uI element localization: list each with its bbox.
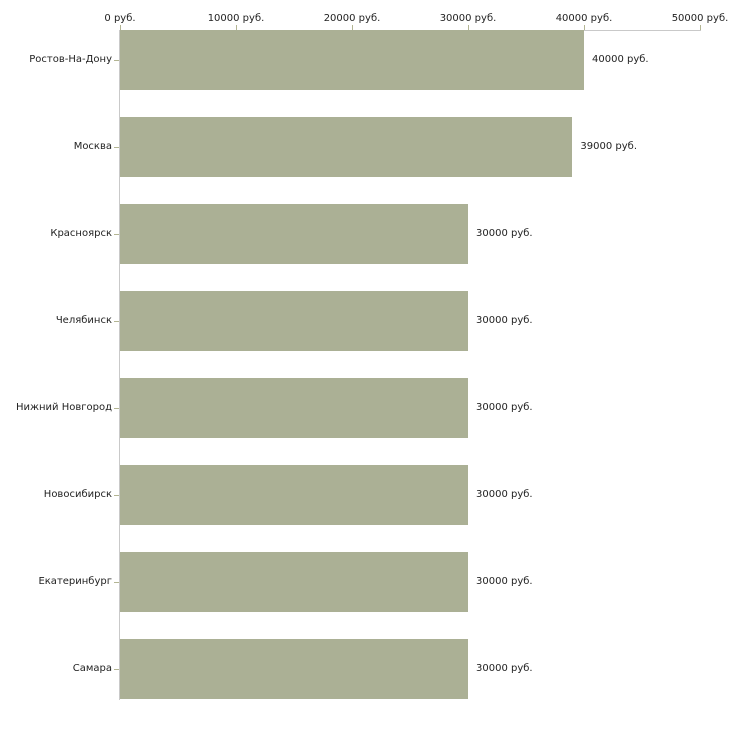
bar-value-label: 30000 руб. — [476, 402, 533, 413]
x-axis-tick-mark — [351, 25, 353, 30]
category-label: Екатеринбург — [38, 576, 112, 587]
category-label: Красноярск — [50, 228, 112, 239]
bar — [120, 117, 573, 177]
x-axis-tick-label: 40000 руб. — [555, 13, 613, 24]
x-axis-tick-label: 20000 руб. — [323, 13, 381, 24]
x-axis-tick-mark — [235, 25, 237, 30]
x-axis-tick-mark — [583, 25, 585, 30]
x-axis-tick-mark — [699, 25, 701, 30]
category-label: Москва — [73, 141, 112, 152]
y-axis-tick-mark — [114, 669, 119, 670]
y-axis-tick-mark — [114, 582, 119, 583]
category-label: Ростов-На-Дону — [29, 54, 112, 65]
y-axis-tick-mark — [114, 408, 119, 409]
x-axis-tick-label: 0 руб. — [104, 13, 136, 24]
category-label: Челябинск — [55, 315, 112, 326]
category-label: Нижний Новгород — [15, 402, 112, 413]
bar — [120, 552, 468, 612]
y-axis-tick-mark — [114, 60, 119, 61]
y-axis-tick-mark — [114, 495, 119, 496]
y-axis-tick-mark — [114, 321, 119, 322]
y-axis-line — [119, 30, 120, 700]
bar-value-label: 30000 руб. — [476, 228, 533, 239]
bar — [120, 465, 468, 525]
bar-value-label: 30000 руб. — [476, 315, 533, 326]
bar-value-label: 40000 руб. — [592, 54, 649, 65]
category-label: Новосибирск — [43, 489, 112, 500]
y-axis-tick-mark — [114, 147, 119, 148]
category-label: Самара — [72, 663, 112, 674]
bar — [120, 639, 468, 699]
bar-value-label: 39000 руб. — [580, 141, 637, 152]
x-axis-tick-mark — [467, 25, 469, 30]
bar-value-label: 30000 руб. — [476, 489, 533, 500]
bar-value-label: 30000 руб. — [476, 663, 533, 674]
x-axis-tick-mark — [119, 25, 121, 30]
bar — [120, 30, 584, 90]
x-axis-tick-label: 10000 руб. — [207, 13, 265, 24]
x-axis-tick-label: 30000 руб. — [439, 13, 497, 24]
bar — [120, 378, 468, 438]
x-axis-tick-label: 50000 руб. — [671, 13, 729, 24]
bar — [120, 204, 468, 264]
bar-value-label: 30000 руб. — [476, 576, 533, 587]
y-axis-tick-mark — [114, 234, 119, 235]
bar — [120, 291, 468, 351]
